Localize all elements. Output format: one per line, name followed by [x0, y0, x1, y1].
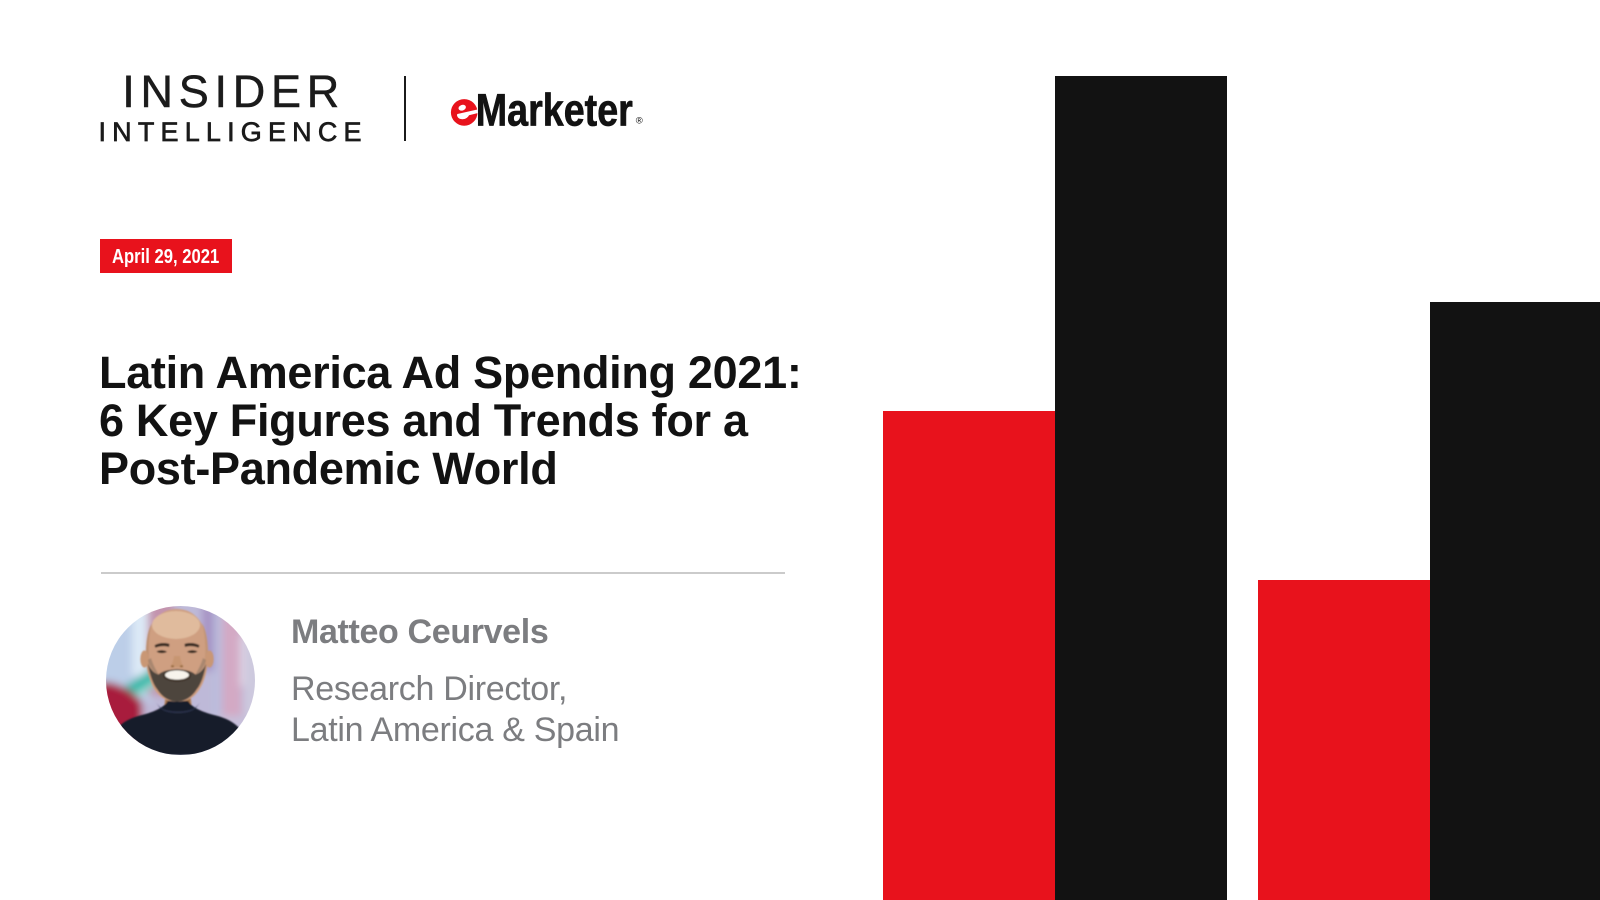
svg-text:INTELLIGENCE: INTELLIGENCE [99, 117, 362, 147]
svg-text:INSIDER: INSIDER [122, 66, 339, 117]
svg-text:Marketer: Marketer [476, 90, 633, 135]
svg-text:®: ® [636, 115, 643, 126]
